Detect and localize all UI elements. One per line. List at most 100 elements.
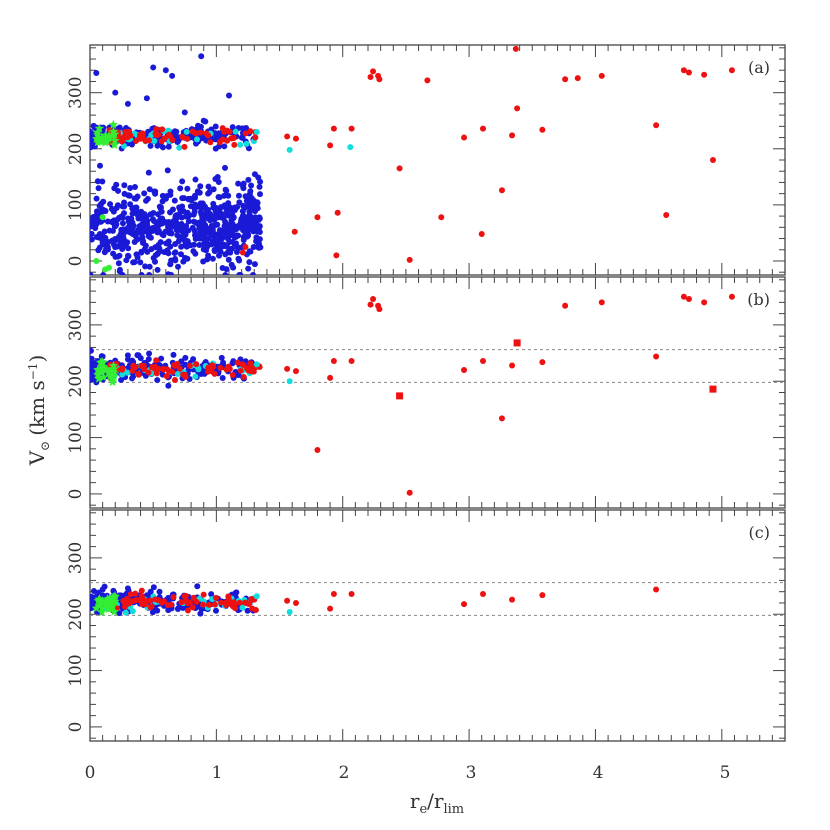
blue-point (146, 350, 153, 357)
red-point (396, 165, 403, 172)
blue-point (121, 182, 128, 189)
red-point (327, 142, 334, 149)
blue-point (231, 241, 238, 248)
red-point (189, 604, 196, 611)
cyan-point (237, 141, 244, 148)
red-point (127, 591, 134, 598)
blue-point (228, 206, 235, 213)
y-axis-title-sup: −1 (26, 363, 40, 381)
blue-point (147, 588, 154, 595)
blue-point (185, 218, 192, 225)
blue-point (115, 260, 122, 267)
blue-point (147, 142, 154, 149)
red-point (127, 132, 134, 139)
plot-root: 0 100 200 300 (a) 0 100 200 300 (b) 0 100 200 300 (c) (66, 44, 786, 742)
blue-point (245, 145, 252, 152)
blue-point (249, 218, 256, 225)
red-point (132, 590, 139, 597)
red-point (284, 133, 291, 140)
blue-point (172, 213, 179, 220)
blue-point (171, 197, 178, 204)
red-point (152, 130, 159, 137)
blue-point (154, 224, 161, 231)
green-star-point (102, 594, 113, 604)
red-point (479, 590, 486, 597)
red-point (174, 361, 181, 368)
y-axis-title: V⊙ (km s−1) (25, 355, 52, 467)
blue-point (214, 174, 221, 181)
x-axis-title-sep: /r (427, 789, 444, 813)
blue-point (222, 272, 229, 275)
cyan-point (194, 136, 201, 143)
red-point (370, 295, 377, 302)
blue-point (249, 272, 256, 275)
blue-point (219, 374, 226, 381)
blue-point (100, 272, 107, 275)
red-point (170, 594, 177, 601)
panel-frame-1 (89, 276, 786, 509)
blue-point (156, 588, 163, 595)
red-point (406, 489, 413, 496)
blue-point (205, 212, 212, 219)
blue-point (159, 231, 166, 238)
blue-point (90, 272, 94, 275)
blue-point (175, 263, 182, 270)
blue-point (93, 195, 100, 202)
blue-point (127, 184, 134, 191)
red-point (245, 367, 252, 374)
red-point (539, 126, 546, 133)
blue-point (159, 144, 166, 151)
red-point (159, 599, 166, 606)
red-point (229, 371, 236, 378)
blue-point (119, 203, 126, 210)
blue-point (257, 191, 264, 198)
blue-point (225, 256, 232, 263)
blue-point (90, 236, 95, 243)
red-point (514, 105, 521, 112)
red-point (370, 68, 377, 75)
red-point (598, 299, 605, 306)
blue-point (177, 251, 184, 258)
blue-point (204, 235, 211, 242)
blue-point (225, 235, 232, 242)
red-point (152, 596, 159, 603)
blue-point (168, 272, 175, 275)
red-point (728, 67, 735, 74)
green-star-point (96, 367, 107, 377)
x-axis-title-main: r (410, 789, 420, 813)
blue-point (143, 197, 150, 204)
green-star-point (97, 602, 107, 612)
blue-point (194, 188, 201, 195)
red-point (327, 374, 334, 381)
blue-point (90, 230, 95, 237)
blue-point (196, 235, 203, 242)
blue-point (139, 234, 146, 241)
blue-point (125, 245, 132, 252)
blue-point (170, 351, 177, 358)
green-star-point (98, 597, 109, 607)
panel-label: (a) (748, 58, 770, 77)
red-point (663, 211, 670, 218)
blue-point (222, 186, 229, 193)
red-point (176, 365, 183, 372)
red-point (138, 587, 145, 594)
red-point (348, 125, 355, 132)
blue-point (110, 250, 117, 257)
green-star-point (93, 135, 103, 145)
cyan-point (192, 373, 199, 380)
blue-point (200, 241, 207, 248)
red-point (213, 594, 220, 601)
red-point (562, 302, 569, 309)
blue-point (192, 176, 199, 183)
blue-point (119, 220, 126, 227)
blue-point (240, 180, 247, 187)
blue-point (159, 198, 166, 205)
blue-point (129, 205, 136, 212)
blue-point (241, 203, 248, 210)
red-point (117, 137, 124, 144)
blue-point (125, 192, 132, 199)
blue-point (90, 122, 97, 129)
red-point (179, 133, 186, 140)
green-star-point (109, 596, 119, 606)
y-tick-label: 0 (66, 256, 86, 267)
